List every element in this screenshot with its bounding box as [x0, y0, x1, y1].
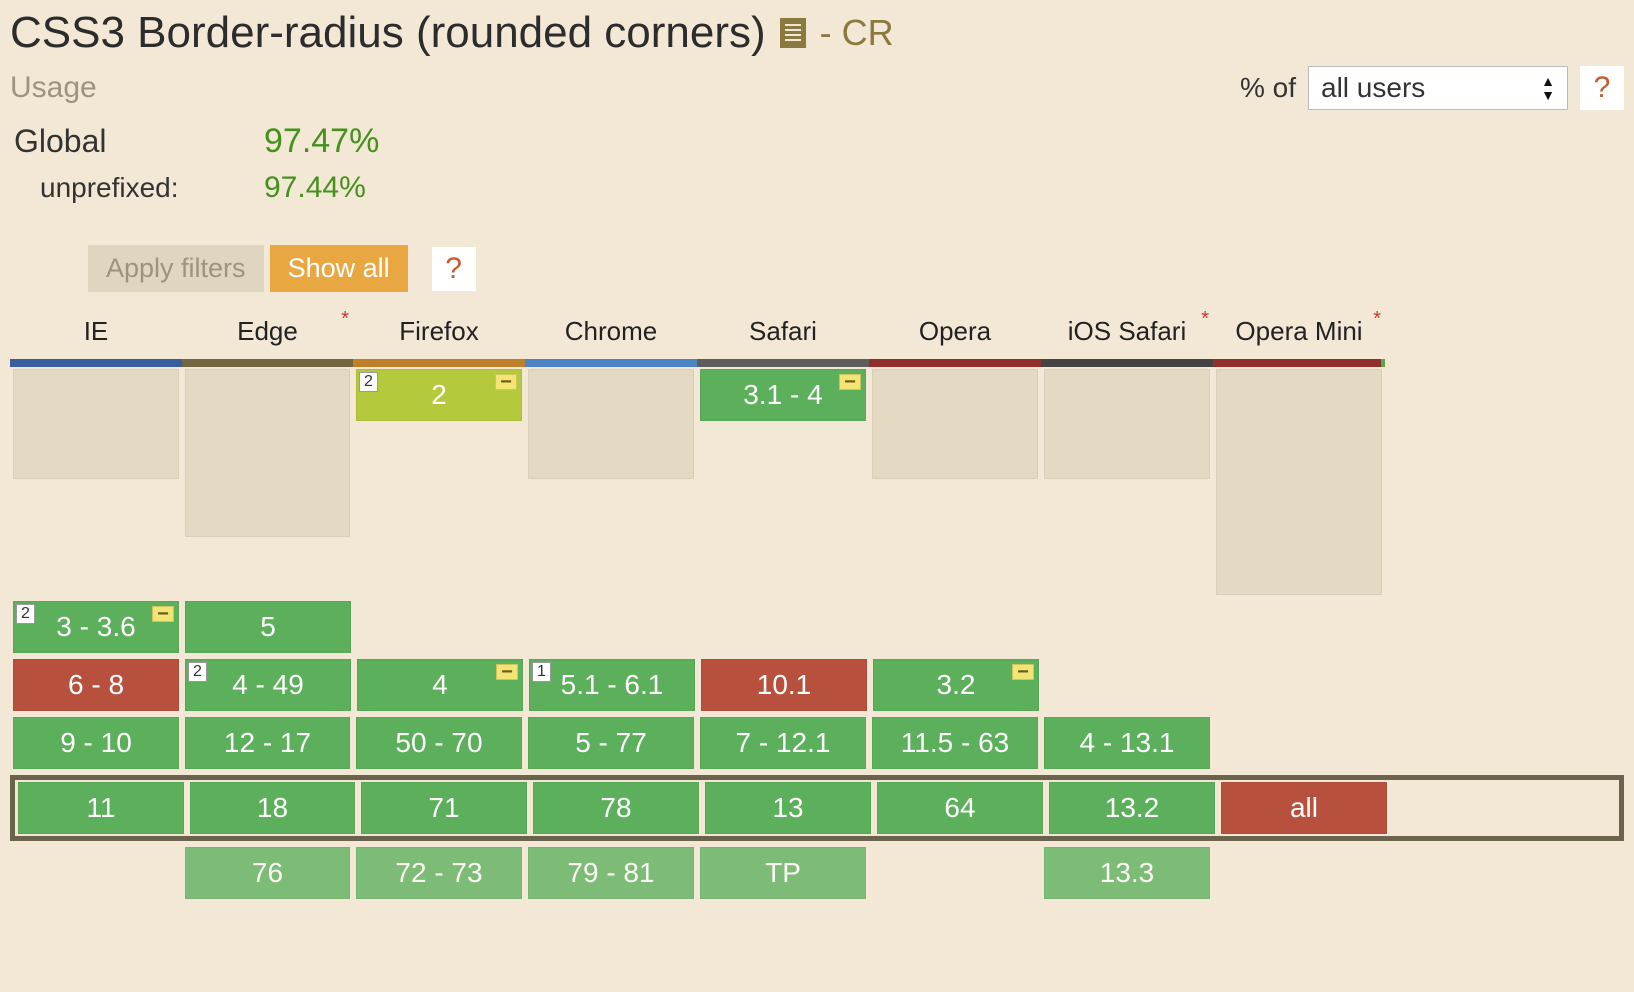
browser-color-bar [1041, 359, 1213, 367]
current-version-row: 11187178136413.2all [10, 775, 1624, 841]
audience-select[interactable]: all users ▲▼ [1308, 66, 1568, 110]
version-cell[interactable]: 4− [357, 659, 523, 711]
support-grid: 22−3.1 - 4−3 - 3.62−56 - 84 - 4924−5.1 -… [10, 369, 1624, 899]
version-cell [185, 369, 350, 537]
version-cell [528, 369, 694, 479]
browser-header[interactable]: iOS Safari* [1041, 310, 1213, 355]
version-cell[interactable]: 11.5 - 63 [872, 717, 1038, 769]
version-cell[interactable]: 13 [705, 782, 871, 834]
filters-help-button[interactable]: ? [432, 247, 476, 291]
notes-asterisk-icon: * [1201, 308, 1209, 331]
browser-color-bars [10, 359, 1624, 367]
filter-controls: Apply filters Show all ? [88, 245, 1624, 292]
version-cell [1216, 369, 1382, 595]
version-cell[interactable]: 10.1 [701, 659, 867, 711]
browser-color-bar [697, 359, 869, 367]
version-cell[interactable]: 6 - 8 [13, 659, 179, 711]
browser-color-bar [1213, 359, 1385, 367]
version-cell[interactable]: 7 - 12.1 [700, 717, 866, 769]
page-header: CSS3 Border-radius (rounded corners) - C… [10, 8, 1624, 58]
unprefixed-label: unprefixed: [14, 172, 244, 204]
help-icon: ? [1594, 71, 1611, 105]
browser-header[interactable]: Safari [697, 310, 869, 355]
global-value: 97.47% [264, 122, 379, 161]
browser-header[interactable]: Firefox [353, 310, 525, 355]
note-badge[interactable]: 2 [188, 662, 207, 682]
version-cell[interactable]: 79 - 81 [528, 847, 694, 899]
version-row: 22−3.1 - 4− [10, 369, 1624, 595]
prefix-badge-icon: − [1012, 664, 1034, 680]
unprefixed-value: 97.44% [264, 171, 366, 205]
audience-select-value: all users [1321, 72, 1425, 104]
pct-of-label: % of [1240, 72, 1296, 104]
version-cell[interactable]: 5 [185, 601, 351, 653]
help-icon: ? [445, 252, 462, 286]
version-cell[interactable]: 9 - 10 [13, 717, 179, 769]
note-badge[interactable]: 2 [16, 604, 35, 624]
version-cell[interactable]: 71 [361, 782, 527, 834]
version-cell [872, 369, 1038, 479]
browser-color-bar [182, 359, 353, 367]
version-cell[interactable]: 5 - 77 [528, 717, 694, 769]
version-cell[interactable]: all [1221, 782, 1387, 834]
version-cell[interactable]: 50 - 70 [356, 717, 522, 769]
usage-label: Usage [10, 71, 97, 105]
version-cell[interactable]: 72 - 73 [356, 847, 522, 899]
usage-row: Usage % of all users ▲▼ ? [10, 64, 1624, 116]
browser-color-bar [353, 359, 525, 367]
spec-status: - CR [820, 12, 894, 54]
browser-header[interactable]: Opera [869, 310, 1041, 355]
browser-color-bar [10, 359, 182, 367]
note-badge[interactable]: 1 [532, 662, 551, 682]
version-cell[interactable]: 18 [190, 782, 355, 834]
version-cell[interactable]: 5.1 - 6.11 [529, 659, 695, 711]
version-cell[interactable]: 13.3 [1044, 847, 1210, 899]
prefix-badge-icon: − [152, 606, 174, 622]
note-badge[interactable]: 2 [359, 372, 378, 392]
version-cell[interactable]: 4 - 13.1 [1044, 717, 1210, 769]
apply-filters-button[interactable]: Apply filters [88, 245, 264, 292]
version-cell[interactable]: TP [700, 847, 866, 899]
pct-of-controls: % of all users ▲▼ ? [1240, 66, 1624, 110]
version-row: 3 - 3.62−5 [10, 601, 1624, 653]
page-title: CSS3 Border-radius (rounded corners) [10, 8, 766, 58]
version-cell[interactable]: 3 - 3.62− [13, 601, 179, 653]
prefix-badge-icon: − [495, 374, 517, 390]
browser-header[interactable]: Chrome [525, 310, 697, 355]
version-cell[interactable]: 64 [877, 782, 1043, 834]
version-cell[interactable]: 4 - 492 [185, 659, 351, 711]
support-table: IEEdge*FirefoxChromeSafariOperaiOS Safar… [10, 310, 1624, 899]
global-label: Global [14, 123, 244, 160]
version-cell[interactable]: 22− [356, 369, 522, 421]
version-cell[interactable]: 78 [533, 782, 699, 834]
version-cell [13, 369, 179, 479]
version-cell[interactable]: 3.2− [873, 659, 1039, 711]
version-row: 9 - 1012 - 1750 - 705 - 777 - 12.111.5 -… [10, 717, 1624, 769]
version-row: 6 - 84 - 4924−5.1 - 6.1110.13.2− [10, 659, 1624, 711]
version-cell [1044, 369, 1210, 479]
show-all-button[interactable]: Show all [270, 245, 408, 292]
version-cell[interactable]: 76 [185, 847, 350, 899]
version-cell[interactable]: 12 - 17 [185, 717, 350, 769]
help-button[interactable]: ? [1580, 66, 1624, 110]
notes-asterisk-icon: * [341, 308, 349, 331]
browser-header[interactable]: Edge* [182, 310, 353, 355]
future-version-row: 7672 - 7379 - 81TP 13.3 [10, 847, 1624, 899]
version-cell[interactable]: 3.1 - 4− [700, 369, 866, 421]
notes-asterisk-icon: * [1373, 308, 1381, 331]
browser-header[interactable]: Opera Mini* [1213, 310, 1385, 355]
version-cell[interactable]: 11 [18, 782, 184, 834]
browser-color-bar [869, 359, 1041, 367]
select-arrows-icon: ▲▼ [1541, 74, 1555, 102]
browser-headers: IEEdge*FirefoxChromeSafariOperaiOS Safar… [10, 310, 1624, 359]
browser-color-bar [525, 359, 697, 367]
prefix-badge-icon: − [496, 664, 518, 680]
usage-stats: Global 97.47% unprefixed: 97.44% [10, 116, 430, 233]
spec-doc-icon[interactable] [780, 18, 806, 48]
browser-header[interactable]: IE [10, 310, 182, 355]
prefix-badge-icon: − [839, 374, 861, 390]
version-cell[interactable]: 13.2 [1049, 782, 1215, 834]
